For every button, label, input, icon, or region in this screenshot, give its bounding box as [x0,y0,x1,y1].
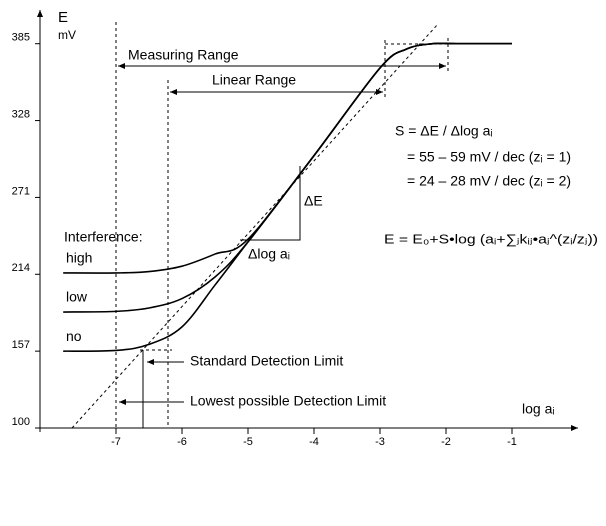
y-tick-label: 271 [12,185,30,197]
annotation: Lowest possible Detection Limit [190,393,386,409]
y-tick-label: 385 [12,32,30,44]
curve [63,42,512,352]
x-tick-label: -1 [507,436,517,448]
annotation: = 24 – 28 mV / dec (zᵢ = 2) [407,173,571,189]
annotation: Δlog aᵢ [248,246,290,262]
annotation: E = E₀+S•log (aᵢ+∑ⱼkᵢⱼ•aⱼ^(zᵢ/zⱼ)) [384,231,598,246]
y-tick-label: 157 [12,339,30,351]
extrapolation-line [71,23,439,429]
legend-title: Interference: [64,229,143,245]
x-tick-label: -4 [309,436,319,448]
x-tick-label: -6 [177,436,187,448]
y-tick-label: 100 [12,416,30,428]
x-tick-label: -5 [243,436,253,448]
annotation: ΔE [304,193,323,209]
y-axis-label: E [58,9,68,26]
slope-triangle [240,166,301,241]
annotation: Measuring Range [128,47,239,63]
annotation: = 55 – 59 mV / dec (zᵢ = 1) [407,149,571,165]
y-axis-unit: mV [58,28,76,42]
x-axis-label: log aᵢ [522,401,555,417]
curve-label: no [66,328,82,344]
annotation: Linear Range [212,72,296,88]
y-tick-label: 328 [12,108,30,120]
curve-label: low [66,289,88,305]
y-tick-label: 214 [12,262,30,274]
x-tick-label: -7 [111,436,121,448]
curve-label: high [66,250,92,266]
x-tick-label: -2 [441,436,451,448]
annotation: Standard Detection Limit [190,353,343,369]
annotation: S = ΔE / Δlog aᵢ [395,123,493,139]
x-tick-label: -3 [375,436,385,448]
